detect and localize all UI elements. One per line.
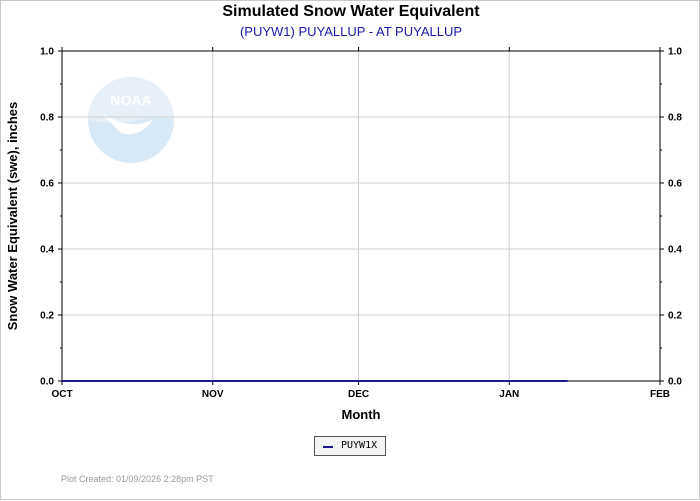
y-axis-label: Snow Water Equivalent (swe), inches [5,102,20,331]
y-tick-label: 0.0 [668,377,682,388]
x-axis-label: Month [342,407,381,422]
y-tick-label: 1.0 [668,47,682,58]
chart-subtitle: (PUYW1) PUYALLUP - AT PUYALLUP [239,24,463,39]
noaa-logo-text: NOAA [110,92,151,108]
noaa-logo-watermark: NOAA [88,77,174,163]
chart-title: Simulated Snow Water Equivalent [222,3,480,20]
legend-label: PUYW1X [341,440,378,451]
x-tick-label: DEC [348,389,369,400]
y-tick-label: 0.2 [40,311,54,322]
y-tick-label: 0.6 [40,179,54,190]
chart-legend: PUYW1X [314,436,386,456]
y-tick-label: 0.2 [668,311,682,322]
y-tick-label: 0.8 [40,113,54,124]
y-tick-label: 0.0 [40,377,54,388]
y-axis-right: 0.0 0.2 0.4 0.6 0.8 1.0 [660,47,682,388]
x-tick-label: FEB [650,389,670,400]
plot-created-footer: Plot Created: 01/09/2026 2:28pm PST [61,474,214,484]
y-tick-label: 0.8 [668,113,682,124]
chart-grid [62,51,660,381]
y-tick-label: 0.6 [668,179,682,190]
y-axis-left: 0.0 0.2 0.4 0.6 0.8 1.0 [40,47,62,388]
x-tick-label: OCT [51,389,72,400]
y-tick-label: 0.4 [40,245,54,256]
legend-swatch [323,446,333,448]
y-tick-label: 1.0 [40,47,54,58]
x-tick-label: NOV [202,389,224,400]
x-tick-label: JAN [499,389,519,400]
y-tick-label: 0.4 [668,245,682,256]
